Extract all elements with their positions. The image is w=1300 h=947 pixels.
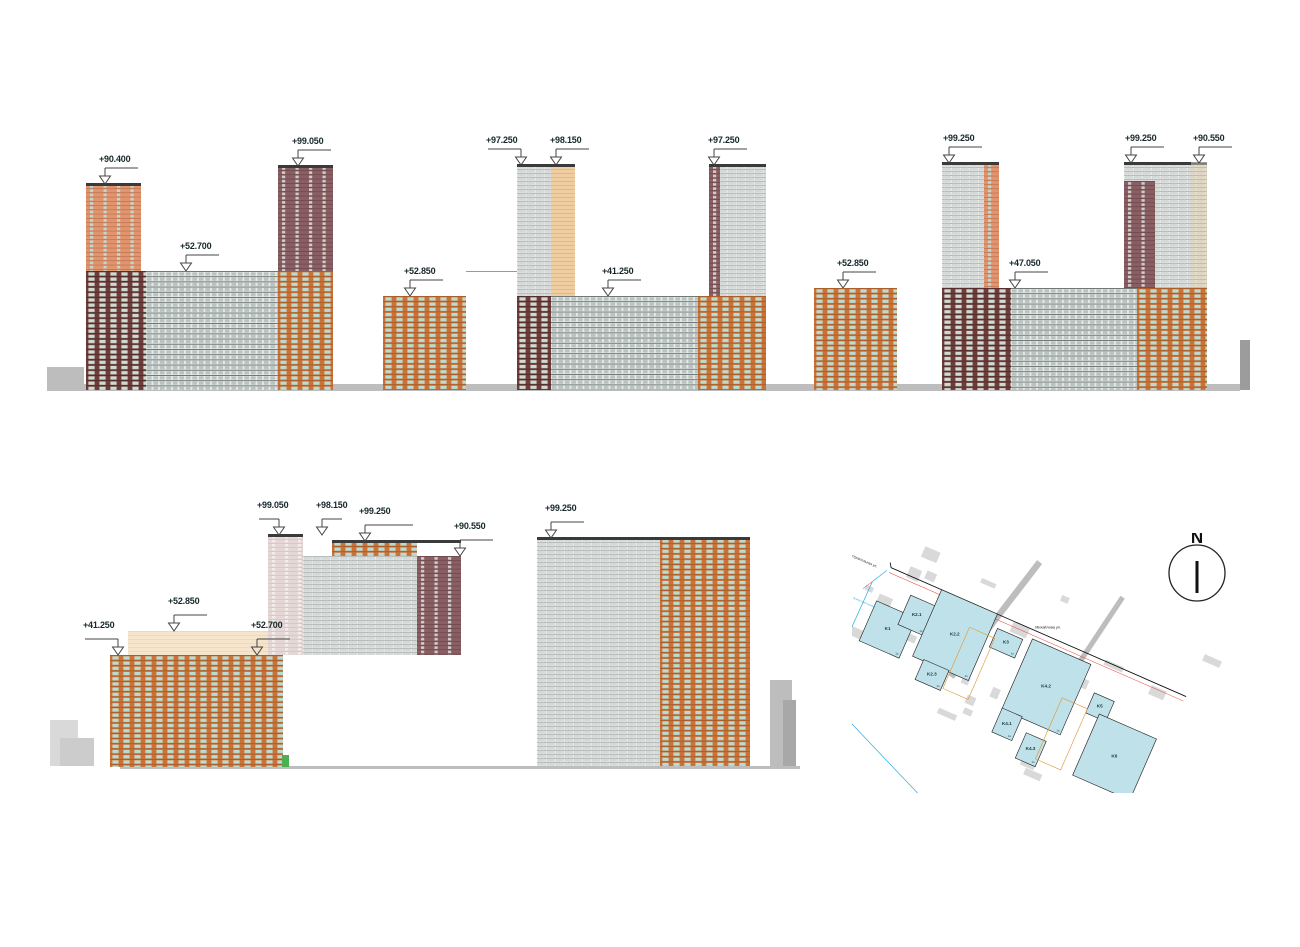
svg-text:Лунностроительная ул.: Лунностроительная ул.	[852, 550, 878, 569]
svg-text:1э: 1э	[1011, 652, 1015, 656]
svg-text:1э: 1э	[1056, 728, 1060, 732]
svg-text:1э: 1э	[965, 674, 969, 678]
svg-text:K2.1: K2.1	[912, 612, 922, 617]
svg-text:1э: 1э	[895, 652, 899, 656]
svg-text:1э: 1э	[1008, 734, 1012, 738]
svg-text:1э: 1э	[937, 684, 941, 688]
svg-text:1э: 1э	[1031, 760, 1035, 764]
svg-text:K2.3: K2.3	[927, 671, 937, 676]
svg-text:K4.3: K4.3	[1026, 746, 1036, 751]
svg-text:N: N	[1191, 533, 1203, 547]
svg-text:ул. Лунностроительная: ул. Лунностроительная	[852, 594, 876, 609]
svg-text:1э: 1э	[919, 629, 923, 633]
svg-text:K2.2: K2.2	[950, 632, 960, 637]
svg-text:K4.1: K4.1	[1002, 721, 1012, 726]
svg-text:K4.2: K4.2	[1041, 683, 1051, 688]
svg-text:K3: K3	[1003, 640, 1009, 645]
svg-text:K6: K6	[1111, 754, 1117, 759]
svg-text:K1: K1	[885, 626, 891, 631]
svg-text:Михайлова ул.: Михайлова ул.	[1035, 625, 1061, 629]
svg-text:K5: K5	[1097, 704, 1103, 709]
